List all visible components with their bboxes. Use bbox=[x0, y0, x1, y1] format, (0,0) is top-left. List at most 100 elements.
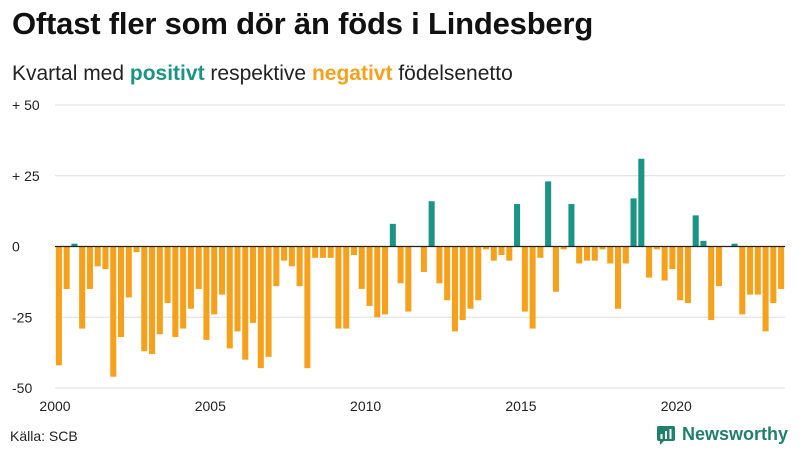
newsworthy-logo-icon bbox=[656, 425, 675, 445]
y-tick-label: -50 bbox=[12, 380, 32, 396]
bar bbox=[708, 246, 715, 321]
bar bbox=[319, 246, 326, 258]
bar bbox=[467, 246, 474, 309]
bar bbox=[475, 246, 482, 301]
subtitle-prefix: Kvartal med bbox=[12, 62, 125, 85]
source-note: Källa: SCB bbox=[10, 428, 78, 444]
bar bbox=[281, 246, 288, 261]
chart-subtitle: Kvartal med positivt respektive negativt… bbox=[12, 62, 513, 86]
bar bbox=[576, 246, 583, 264]
bar bbox=[265, 246, 272, 357]
bar bbox=[537, 246, 544, 258]
bar bbox=[762, 246, 769, 332]
bar bbox=[700, 240, 707, 247]
bar bbox=[583, 246, 590, 261]
chart-title: Oftast fler som dör än föds i Lindesberg bbox=[12, 6, 594, 41]
bar bbox=[250, 246, 257, 323]
bar bbox=[529, 246, 536, 329]
bar bbox=[506, 246, 513, 261]
bar bbox=[521, 246, 528, 312]
bar bbox=[677, 246, 684, 301]
bar bbox=[770, 246, 777, 304]
bar bbox=[218, 246, 225, 295]
bar bbox=[172, 246, 179, 338]
bar bbox=[350, 246, 358, 255]
bar bbox=[459, 246, 466, 321]
bar bbox=[754, 246, 761, 295]
bar bbox=[125, 246, 132, 298]
x-tick-label: 2020 bbox=[661, 398, 692, 414]
bar bbox=[374, 246, 381, 318]
bar bbox=[141, 246, 148, 352]
bar bbox=[203, 246, 210, 340]
bar bbox=[444, 246, 451, 301]
subtitle-positive: positivt bbox=[129, 62, 205, 85]
bar bbox=[327, 246, 334, 258]
bar bbox=[358, 246, 365, 289]
bar bbox=[304, 246, 311, 369]
bar bbox=[397, 246, 404, 284]
bar bbox=[514, 204, 521, 247]
bar bbox=[739, 246, 746, 315]
bar bbox=[669, 246, 676, 270]
brand-name: Newsworthy bbox=[681, 424, 788, 444]
subtitle-middle: respektive bbox=[210, 62, 307, 85]
bar bbox=[86, 246, 93, 289]
bar bbox=[71, 243, 78, 247]
bar bbox=[288, 246, 295, 267]
bar bbox=[335, 246, 342, 329]
bar bbox=[211, 246, 218, 315]
bar bbox=[591, 246, 598, 261]
bar bbox=[234, 246, 241, 332]
bar bbox=[692, 215, 699, 247]
bar bbox=[451, 246, 458, 332]
subtitle-suffix: födelsenetto bbox=[398, 62, 513, 85]
bar bbox=[498, 246, 505, 255]
bar bbox=[731, 243, 738, 247]
bar bbox=[630, 198, 637, 247]
bar bbox=[552, 246, 559, 292]
bar bbox=[195, 246, 202, 289]
bar bbox=[133, 246, 140, 253]
bar bbox=[428, 201, 435, 247]
bar bbox=[164, 246, 171, 304]
bar bbox=[79, 246, 86, 329]
bar bbox=[273, 246, 280, 287]
bar bbox=[343, 246, 350, 329]
bar bbox=[366, 246, 373, 306]
brand: Newsworthy bbox=[656, 424, 788, 445]
bar bbox=[296, 246, 303, 287]
bar bbox=[490, 246, 497, 261]
bar bbox=[312, 246, 319, 258]
y-tick-label: -25 bbox=[12, 309, 32, 325]
bar bbox=[715, 246, 723, 287]
bar bbox=[653, 246, 660, 250]
bar bbox=[102, 246, 109, 270]
bar bbox=[180, 246, 187, 329]
subtitle-negative: negativt bbox=[311, 62, 393, 85]
bar bbox=[110, 246, 117, 377]
y-tick-label: + 25 bbox=[12, 168, 40, 184]
x-tick-label: 2010 bbox=[350, 398, 381, 414]
y-tick-label: + 50 bbox=[12, 97, 40, 113]
bar bbox=[599, 246, 606, 250]
bar bbox=[226, 246, 233, 349]
bar bbox=[187, 246, 194, 309]
bar bbox=[638, 158, 645, 247]
bar bbox=[622, 246, 629, 264]
bar bbox=[242, 246, 249, 360]
bar bbox=[615, 246, 622, 309]
bar bbox=[560, 246, 567, 250]
x-tick-label: 2005 bbox=[195, 398, 226, 414]
bar bbox=[684, 246, 691, 304]
bar bbox=[482, 246, 490, 250]
bar bbox=[382, 246, 389, 315]
bar bbox=[607, 246, 614, 264]
bar bbox=[94, 246, 101, 267]
bar bbox=[568, 204, 575, 247]
bar bbox=[646, 246, 653, 278]
bar bbox=[55, 246, 62, 366]
bar bbox=[436, 246, 443, 284]
bar bbox=[747, 246, 754, 295]
